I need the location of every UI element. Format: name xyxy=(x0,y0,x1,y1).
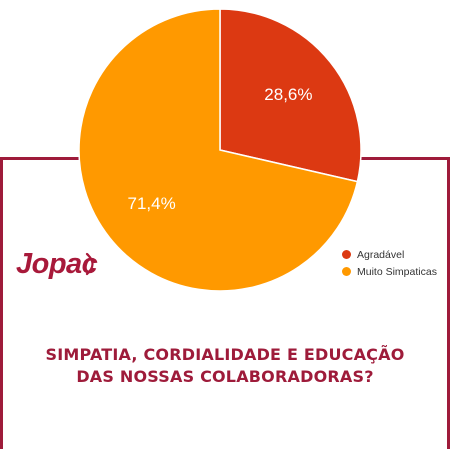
jopac-logo: Jopac xyxy=(16,248,98,280)
pie-slice-1 xyxy=(219,8,362,183)
legend-swatch-1 xyxy=(342,250,351,259)
survey-question: SIMPATIA, CORDIALIDADE E EDUCAÇÃO DAS NO… xyxy=(0,344,450,388)
pie-slice-2 xyxy=(78,8,359,292)
slice-value-label-1: 28,6% xyxy=(264,85,312,104)
legend-label-2: Muito Simpaticas xyxy=(357,265,437,278)
pie-chart: 28,6% 71,4% xyxy=(78,8,362,292)
slice-value-label-2: 71,4% xyxy=(128,194,176,213)
legend-item-2: Muito Simpaticas xyxy=(342,263,437,280)
question-line-1: SIMPATIA, CORDIALIDADE E EDUCAÇÃO xyxy=(45,345,405,364)
legend-swatch-2 xyxy=(342,267,351,276)
legend-label-1: Agradável xyxy=(357,248,405,261)
chart-legend: Agradável Muito Simpaticas xyxy=(342,246,437,280)
logo-swoosh-icon xyxy=(85,252,94,276)
question-line-2: DAS NOSSAS COLABORADORAS? xyxy=(76,367,374,386)
legend-item-1: Agradável xyxy=(342,246,437,263)
